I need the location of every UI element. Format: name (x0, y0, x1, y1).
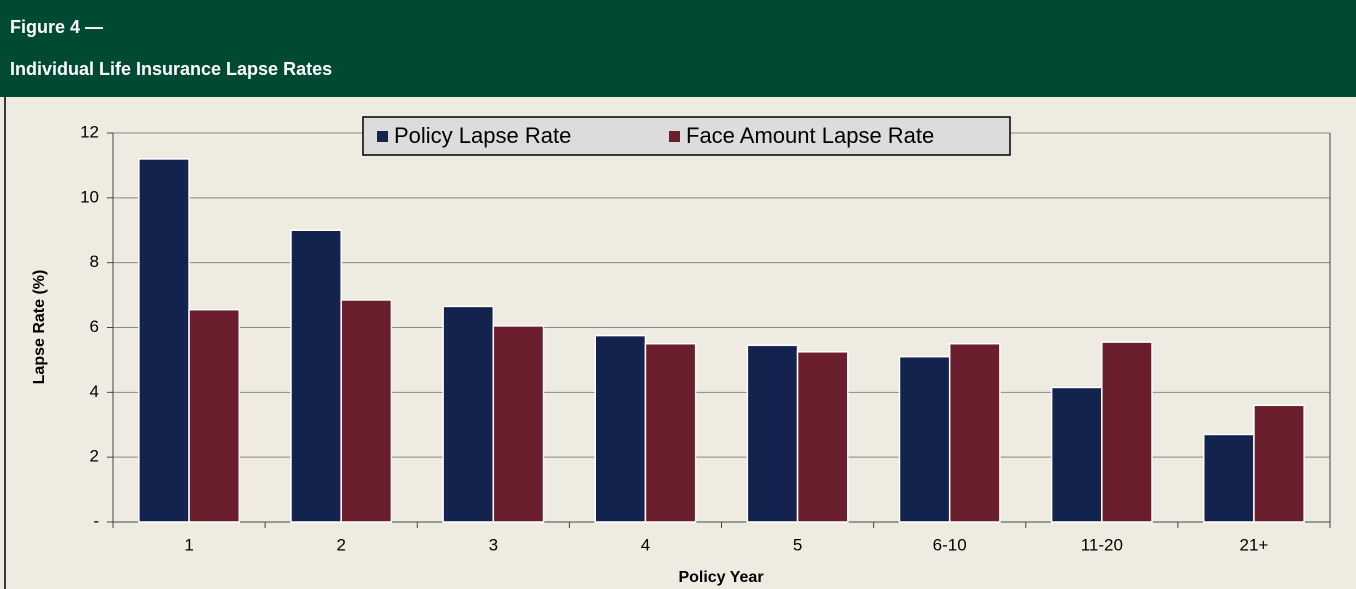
legend-swatch (669, 131, 680, 142)
bar (1202, 433, 1255, 523)
x-axis-label: Policy Year (678, 569, 763, 586)
bar (746, 344, 799, 523)
legend-label: Policy Lapse Rate (394, 123, 571, 148)
x-tick-label: 1 (184, 535, 193, 554)
bar (188, 308, 241, 523)
x-tick-label: 2 (336, 535, 345, 554)
bar (492, 325, 545, 523)
y-tick-label: 4 (90, 382, 99, 401)
x-tick-label: 21+ (1240, 535, 1269, 554)
bar (644, 342, 697, 523)
header (0, 0, 1356, 97)
x-tick-label: 11-20 (1081, 535, 1123, 554)
y-tick-label: 10 (80, 187, 99, 206)
y-tick-label: - (93, 511, 99, 530)
chart-title: Individual Life Insurance Lapse Rates (10, 59, 332, 79)
figure-label: Figure 4 — (10, 17, 103, 37)
x-tick-label: 5 (793, 535, 802, 554)
bar (442, 305, 495, 523)
x-tick-label: 6-10 (933, 535, 967, 554)
y-tick-label: 8 (90, 252, 99, 271)
y-tick-label: 12 (80, 122, 99, 141)
x-tick-label: 4 (641, 535, 650, 554)
y-tick-label: 2 (90, 447, 99, 466)
bar (948, 342, 1001, 523)
bar (1253, 404, 1305, 523)
bar (340, 299, 393, 523)
y-axis-label: Lapse Rate (%) (31, 270, 48, 385)
bar (1101, 341, 1153, 523)
bar (138, 158, 190, 523)
legend-box (362, 116, 1011, 156)
bar (1050, 386, 1103, 523)
x-tick-label: 3 (489, 535, 498, 554)
bar (594, 334, 647, 523)
bar (898, 355, 951, 523)
bar (290, 229, 342, 523)
legend-label: Face Amount Lapse Rate (686, 123, 934, 148)
bar (796, 351, 849, 523)
y-tick-label: 6 (90, 317, 99, 336)
legend-swatch (377, 131, 388, 142)
